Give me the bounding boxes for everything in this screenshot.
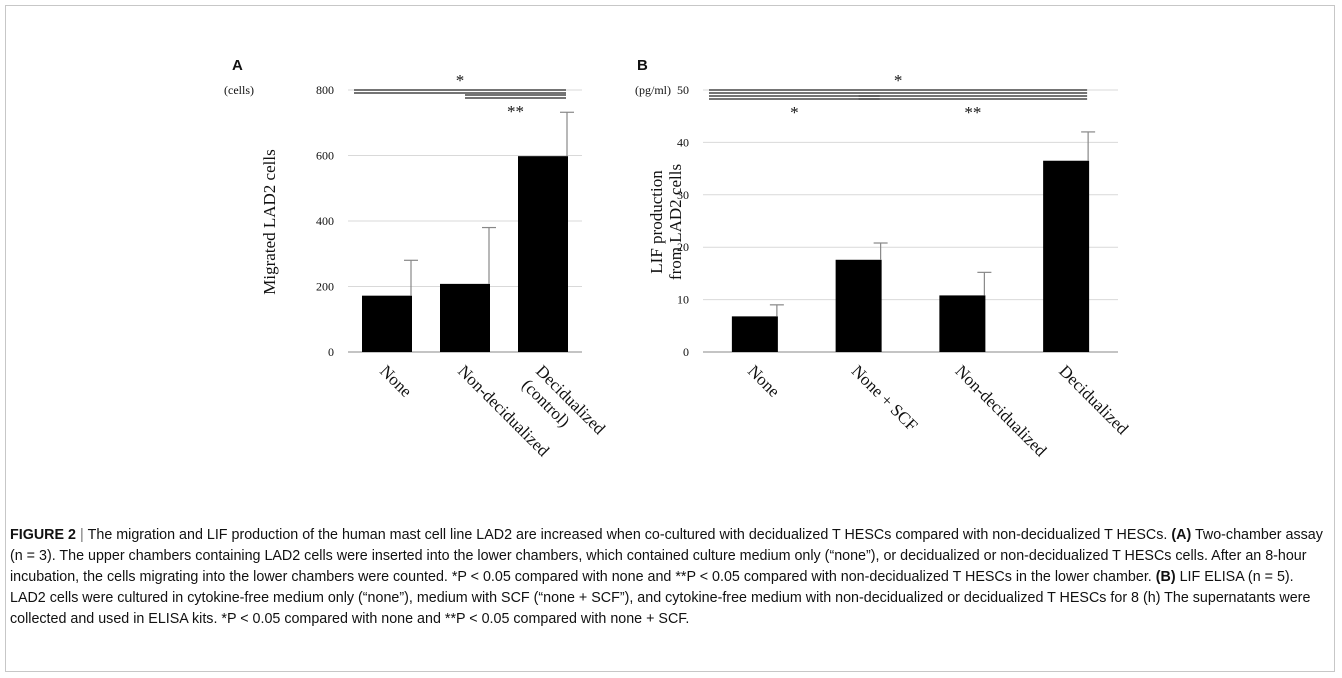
- panel-b-significance-label: *: [894, 71, 903, 90]
- panel-a-y-tick-label: 200: [316, 280, 334, 294]
- panel-a-label: A: [232, 57, 243, 74]
- caption-panel-a-tag: (A): [1171, 527, 1192, 543]
- panel-b-bar: [1043, 160, 1090, 352]
- caption-figure-label: FIGURE 2: [10, 527, 76, 543]
- panel-b-y-tick-label: 0: [683, 345, 689, 359]
- caption-panel-a-text: Two-chamber assay (n = 3). The upper cha…: [10, 527, 1323, 585]
- panel-b-bar: [835, 259, 882, 352]
- caption-panel-b-tag: (B): [1155, 569, 1176, 585]
- caption-title: The migration and LIF production of the …: [87, 527, 1168, 543]
- panel-b-y-tick-label: 30: [677, 188, 689, 202]
- panel-b-category-label: None + SCF: [848, 361, 922, 435]
- panel-b-category-label: Non-decidualized: [952, 361, 1051, 460]
- panel-a-significance-label: *: [456, 71, 465, 90]
- panel-b-significance-label: **: [964, 103, 981, 122]
- panel-b-y-tick-label: 10: [677, 293, 689, 307]
- panel-b-y-tick-label: 50: [677, 83, 689, 97]
- panel-b-y-tick-label: 20: [677, 240, 689, 254]
- panel-b-category-label: None: [744, 361, 783, 400]
- panel-b-unit-label: (pg/ml): [635, 83, 671, 97]
- panel-a-y-tick-label: 0: [328, 345, 334, 359]
- panel-a-bar: [518, 156, 568, 352]
- panel-b-category-label: Decidualized: [1055, 361, 1132, 438]
- panel-a-bar: [362, 295, 412, 352]
- panel-b-significance-label: *: [790, 103, 799, 122]
- panel-b-y-tick-label: 40: [677, 135, 689, 149]
- panel-a-y-axis-label: Migrated LAD2 cells: [260, 149, 279, 294]
- panel-b-label: B: [637, 57, 648, 74]
- panel-a-significance-label: **: [507, 102, 524, 121]
- panel-b-y-axis-label: LIF production: [647, 170, 666, 274]
- panel-a-unit-label: (cells): [224, 83, 254, 97]
- caption-separator: |: [79, 527, 84, 543]
- panel-a-y-tick-label: 600: [316, 149, 334, 163]
- panel-a-y-tick-label: 400: [316, 214, 334, 228]
- panel-b-bar: [939, 295, 986, 352]
- chart-panel-b: B (pg/ml) 0 10 20 30 40 50 LIF production from LA…: [635, 57, 1132, 461]
- panel-a-y-tick-label: 800: [316, 83, 334, 97]
- caption-panel-b-text: LIF ELISA (n = 5). LAD2 cells were cultu…: [10, 569, 1311, 627]
- panel-b-bar: [731, 316, 778, 352]
- panel-a-bar: [440, 283, 490, 352]
- chart-panel-a: A (cells) 0 200 400 600 800 Migrated LAD2 cells…: [224, 57, 609, 461]
- figure-caption: FIGURE 2 | The migration and LIF productio…: [10, 525, 1332, 630]
- figure-frame: [5, 5, 1335, 672]
- panel-b-y-axis-label: from LAD2 cells: [666, 164, 685, 280]
